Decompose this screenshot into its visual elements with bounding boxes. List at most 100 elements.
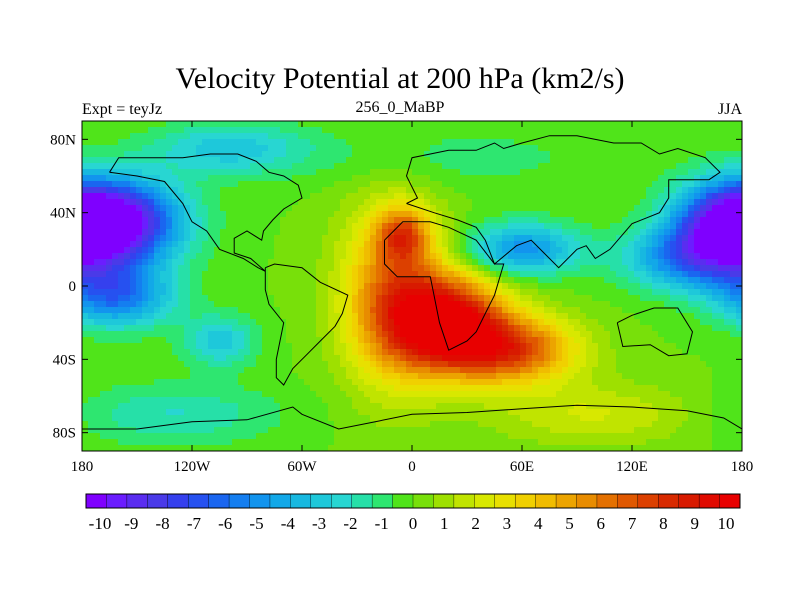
field-cell [706, 247, 713, 254]
field-cell [298, 349, 305, 356]
field-cell [106, 367, 113, 374]
field-cell [496, 127, 503, 134]
field-cell [118, 139, 125, 146]
field-cell [202, 139, 209, 146]
field-cell [604, 181, 611, 188]
field-cell [448, 373, 455, 380]
field-cell [316, 343, 323, 350]
field-cell [562, 367, 569, 374]
field-cell [472, 295, 479, 302]
field-cell [274, 277, 281, 284]
field-cell [706, 361, 713, 368]
field-cell [616, 121, 623, 128]
field-cell [316, 307, 323, 314]
field-cell [316, 187, 323, 194]
field-cell [658, 265, 665, 272]
field-cell [382, 193, 389, 200]
field-cell [568, 355, 575, 362]
field-cell [136, 247, 143, 254]
field-cell [274, 265, 281, 272]
field-cell [526, 385, 533, 392]
field-cell [190, 337, 197, 344]
field-cell [262, 211, 269, 218]
field-cell [88, 157, 95, 164]
field-cell [478, 217, 485, 224]
field-cell [676, 301, 683, 308]
field-cell [598, 133, 605, 140]
field-cell [106, 313, 113, 320]
field-cell [88, 127, 95, 134]
field-cell [364, 373, 371, 380]
field-cell [724, 283, 731, 290]
field-cell [466, 139, 473, 146]
field-cell [136, 211, 143, 218]
field-cell [730, 235, 737, 242]
field-cell [382, 271, 389, 278]
field-cell [388, 175, 395, 182]
field-cell [334, 121, 341, 128]
field-cell [472, 175, 479, 182]
field-cell [712, 271, 719, 278]
field-cell [322, 217, 329, 224]
field-cell [160, 385, 167, 392]
field-cell [244, 385, 251, 392]
field-cell [238, 283, 245, 290]
field-cell [394, 295, 401, 302]
field-cell [550, 355, 557, 362]
field-cell [346, 385, 353, 392]
field-cell [568, 325, 575, 332]
field-cell [538, 373, 545, 380]
field-cell [202, 169, 209, 176]
field-cell [652, 157, 659, 164]
velocity-potential-field [82, 121, 742, 451]
field-cell [310, 205, 317, 212]
field-cell [208, 223, 215, 230]
field-cell [502, 367, 509, 374]
field-cell [364, 259, 371, 266]
field-cell [430, 247, 437, 254]
field-cell [514, 319, 521, 326]
field-cell [454, 319, 461, 326]
field-cell [568, 127, 575, 134]
field-cell [106, 223, 113, 230]
field-cell [100, 355, 107, 362]
field-cell [130, 133, 137, 140]
field-cell [502, 307, 509, 314]
field-cell [598, 343, 605, 350]
field-cell [376, 349, 383, 356]
field-cell [592, 361, 599, 368]
field-cell [136, 301, 143, 308]
field-cell [172, 163, 179, 170]
field-cell [418, 127, 425, 134]
field-cell [382, 379, 389, 386]
field-cell [514, 235, 521, 242]
field-cell [562, 235, 569, 242]
field-cell [430, 307, 437, 314]
field-cell [586, 319, 593, 326]
field-cell [178, 283, 185, 290]
field-cell [604, 211, 611, 218]
field-cell [100, 361, 107, 368]
field-cell [508, 349, 515, 356]
field-cell [214, 379, 221, 386]
field-cell [652, 367, 659, 374]
field-cell [562, 361, 569, 368]
field-cell [514, 349, 521, 356]
field-cell [346, 373, 353, 380]
field-cell [682, 319, 689, 326]
field-cell [88, 151, 95, 158]
field-cell [94, 133, 101, 140]
field-cell [154, 289, 161, 296]
field-cell [130, 271, 137, 278]
field-cell [202, 193, 209, 200]
field-cell [568, 385, 575, 392]
field-cell [328, 169, 335, 176]
field-cell [208, 259, 215, 266]
field-cell [376, 211, 383, 218]
field-cell [610, 259, 617, 266]
field-cell [268, 283, 275, 290]
field-cell [592, 295, 599, 302]
field-cell [184, 259, 191, 266]
field-cell [340, 373, 347, 380]
field-cell [94, 379, 101, 386]
